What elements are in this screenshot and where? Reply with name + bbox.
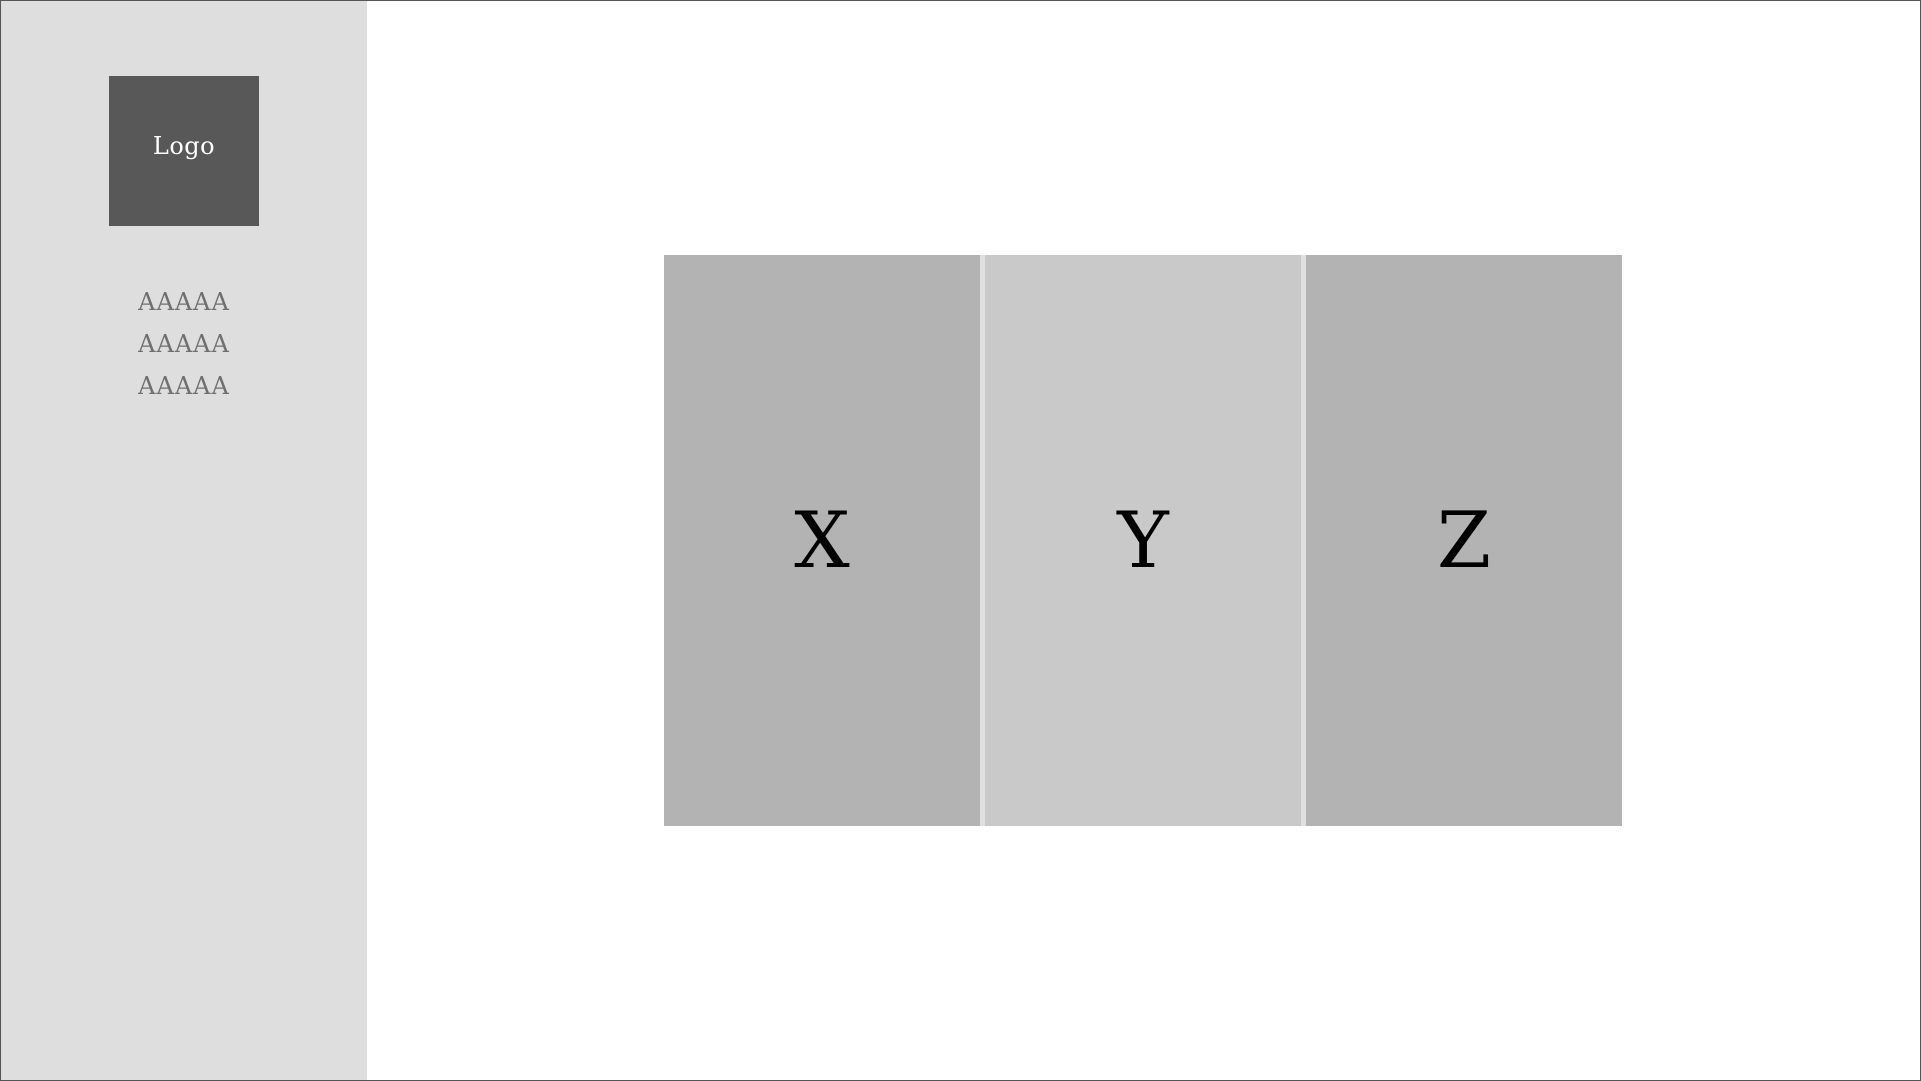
sidebar-item-3[interactable]: AAAAA xyxy=(138,372,230,400)
panel-z[interactable]: Z xyxy=(1306,255,1622,826)
panel-y-label: Y xyxy=(1117,495,1169,586)
sidebar: Logo AAAAA AAAAA AAAAA xyxy=(1,1,367,1080)
logo-text: Logo xyxy=(152,132,216,160)
logo[interactable]: Logo xyxy=(109,76,259,226)
panel-x[interactable]: X xyxy=(664,255,980,826)
panel-z-label: Z xyxy=(1436,495,1492,586)
sidebar-item-2[interactable]: AAAAA xyxy=(138,330,230,358)
panel-group: X Y Z xyxy=(664,255,1622,826)
sidebar-nav: AAAAA AAAAA AAAAA xyxy=(1,281,367,407)
panel-y[interactable]: Y xyxy=(985,255,1301,826)
sidebar-item-1[interactable]: AAAAA xyxy=(138,288,230,316)
panel-x-label: X xyxy=(794,495,850,586)
